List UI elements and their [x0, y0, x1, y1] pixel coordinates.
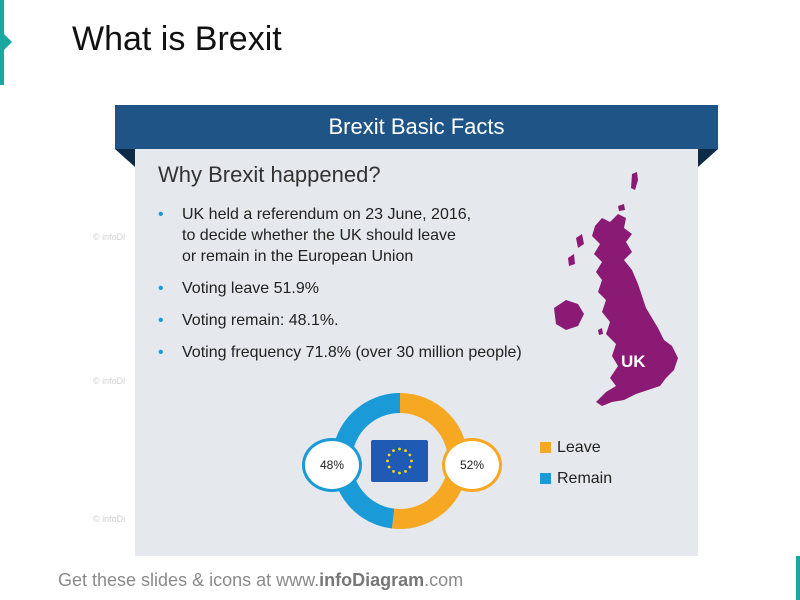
legend-item-leave: Leave — [540, 436, 612, 460]
watermark: © infoDi — [93, 376, 126, 386]
eu-star-icon — [386, 459, 389, 463]
bullet-icon: • — [158, 344, 164, 361]
chart-legend: Leave Remain — [540, 436, 612, 498]
leave-percent-badge: 52% — [442, 438, 502, 492]
ribbon-fold-left — [115, 149, 135, 167]
eu-star-icon — [387, 453, 391, 457]
eu-star-icon — [392, 469, 395, 473]
legend-item-remain: Remain — [540, 467, 612, 491]
page-title: What is Brexit — [72, 20, 282, 58]
fact-item: • Voting frequency 71.8% (over 30 millio… — [158, 342, 588, 363]
fact-text: UK held a referendum on 23 June, 2016, — [182, 206, 472, 223]
eu-star-icon — [410, 459, 413, 463]
eu-star-icon — [398, 447, 401, 451]
bullet-icon: • — [158, 206, 164, 223]
footer-suffix: .com — [424, 570, 464, 590]
fact-item: • UK held a referendum on 23 June, 2016,… — [158, 204, 588, 267]
fact-text: or remain in the European Union — [182, 248, 414, 265]
corner-accent-bar — [796, 556, 800, 600]
eu-stars-icon — [386, 447, 413, 475]
eu-star-icon — [408, 453, 412, 457]
uk-map-icon — [554, 172, 678, 406]
eu-star-icon — [404, 469, 407, 473]
eu-star-icon — [398, 471, 401, 475]
eu-flag-icon — [371, 440, 428, 482]
fact-text: to decide whether the UK should leave — [182, 227, 456, 244]
fact-text: Voting remain: 48.1%. — [182, 312, 339, 329]
eu-star-icon — [404, 449, 407, 453]
legend-label: Remain — [557, 470, 613, 487]
legend-swatch-leave — [540, 442, 551, 453]
bullet-icon: • — [158, 280, 164, 297]
facts-card — [135, 149, 698, 556]
map-label: UK — [621, 352, 646, 371]
watermark: © infoDi — [93, 232, 126, 242]
section-subtitle: Why Brexit happened? — [158, 162, 381, 187]
facts-list: • UK held a referendum on 23 June, 2016,… — [158, 204, 588, 374]
ribbon-title: Brexit Basic Facts — [115, 105, 718, 149]
left-accent-bar — [0, 0, 4, 85]
remain-percent-badge: 48% — [302, 438, 362, 492]
watermark: © infoDi — [93, 514, 126, 524]
fact-text: Voting leave 51.9% — [182, 280, 319, 297]
eu-star-icon — [408, 465, 412, 469]
fact-item: • Voting remain: 48.1%. — [158, 310, 588, 331]
fact-text: Voting frequency 71.8% (over 30 million … — [182, 344, 522, 361]
eu-star-icon — [387, 465, 391, 469]
footer-promo: Get these slides & icons at www.infoDiag… — [58, 570, 463, 591]
footer-prefix: Get these slides & icons at www. — [58, 570, 320, 590]
bullet-icon: • — [158, 312, 164, 329]
legend-swatch-remain — [540, 473, 551, 484]
ribbon-fold-right — [698, 149, 718, 167]
left-accent-arrow — [4, 34, 12, 50]
footer-brand: infoDiagram — [319, 570, 425, 590]
eu-star-icon — [392, 449, 395, 453]
fact-item: • Voting leave 51.9% — [158, 278, 588, 299]
legend-label: Leave — [557, 439, 601, 456]
